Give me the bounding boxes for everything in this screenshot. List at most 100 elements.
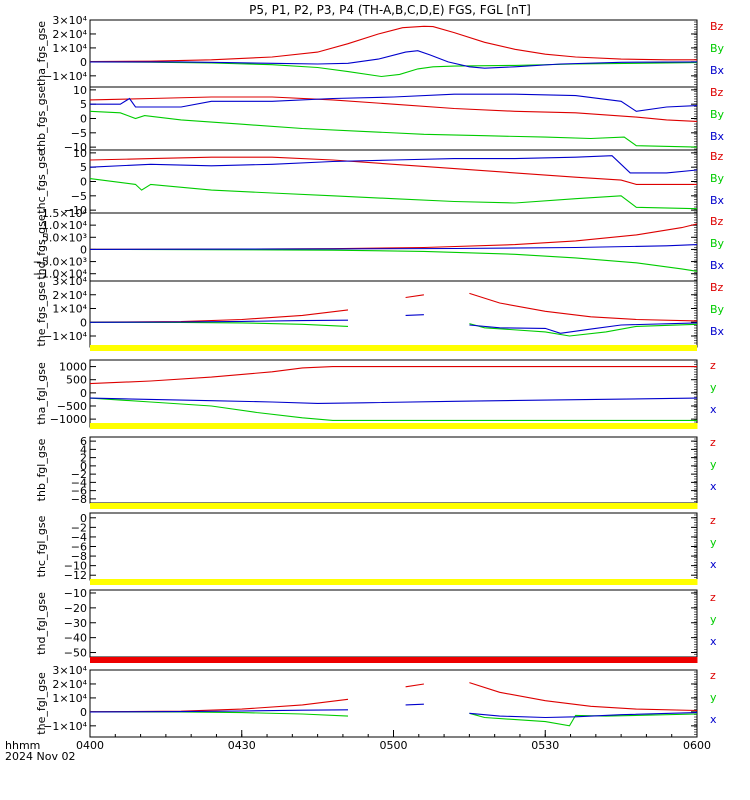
series-line-By xyxy=(89,178,698,210)
panel-thb_fgs_gse: 105 0−5−10 thb_fgs_gse Bz By Bx xyxy=(35,84,725,154)
legend-label-x: x xyxy=(710,403,717,416)
legend-label-x: x xyxy=(710,558,717,571)
legend-label-x: x xyxy=(710,480,717,493)
y-tick-label: 1.0×10⁴ xyxy=(42,219,88,232)
status-bar-fill xyxy=(90,657,697,663)
panel-thd_fgs_gse: 1.5×10⁴1.0×10⁴5.0×10³0−5.0×10³−1.0×10⁴th… xyxy=(33,207,725,282)
y-tick-label: 1000 xyxy=(59,361,87,374)
legend-label-z: z xyxy=(710,591,716,604)
x-tick-label: 0400 xyxy=(76,739,104,752)
series-line-By xyxy=(89,248,698,272)
panel-frame xyxy=(89,669,698,738)
y-tick-label: −6 xyxy=(71,485,87,498)
y-tick-label: −8 xyxy=(71,550,87,563)
y-tick-label: −1×10⁴ xyxy=(43,70,87,83)
footer-time-label: hhmm xyxy=(5,739,40,752)
series-line-Bx xyxy=(89,155,698,174)
y-tick-label: 4 xyxy=(80,443,87,456)
y-axis-label: thb_fgs_gse xyxy=(35,86,48,152)
y-tick-label: 2×10⁴ xyxy=(52,289,87,302)
status-bar-fill xyxy=(272,345,697,351)
series-line-By xyxy=(89,110,698,148)
status-bar-fill xyxy=(90,423,697,429)
y-tick-label: 1×10⁴ xyxy=(52,303,87,316)
legend-label-x: x xyxy=(710,635,717,648)
series-line-y xyxy=(89,397,697,421)
y-tick-label: −5.0×10³ xyxy=(33,256,87,269)
series-line-By xyxy=(89,61,698,78)
y-tick-label: −2 xyxy=(71,521,87,534)
y-tick-label: 5 xyxy=(80,161,87,174)
legend-label-Bx: Bx xyxy=(710,259,725,272)
y-tick-label: 1.5×10⁴ xyxy=(42,207,88,220)
legend-label-y: y xyxy=(710,381,717,394)
y-tick-label: 0 xyxy=(80,460,87,473)
panel-thd_fgl_gse: −10 −20 −30 −40 −50 thd_fgl_gse zyx xyxy=(35,579,717,660)
status-bar-fill xyxy=(90,579,697,585)
y-tick-label: −1.0×10⁴ xyxy=(33,268,88,281)
y-axis-label: thd_fgl_gse xyxy=(35,592,48,655)
series-line-Bz xyxy=(89,223,698,250)
series-line-z xyxy=(89,366,697,385)
y-tick-label: −8 xyxy=(71,493,87,506)
y-tick-label: −2 xyxy=(71,468,87,481)
y-tick-label: −50 xyxy=(64,647,87,660)
y-tick-label: −4 xyxy=(71,476,87,489)
y-axis-label: tha_fgs_gse xyxy=(35,21,48,86)
series-line-Bz xyxy=(89,292,698,323)
y-tick-label: −10 xyxy=(64,204,87,217)
time-axis: 0400 0430 0500 0530 0600 xyxy=(76,730,711,752)
y-tick-label: 500 xyxy=(66,374,87,387)
y-tick-label: 3×10⁴ xyxy=(52,14,87,27)
panel-thc_fgl_gse: 0−2−4−6−8−10−12 thc_fgl_gse zyx xyxy=(35,503,717,582)
x-tick-label: 0530 xyxy=(531,739,559,752)
y-tick-label: −10 xyxy=(64,141,87,154)
y-tick-label: 0 xyxy=(80,243,87,256)
y-tick-label: −6 xyxy=(71,541,87,554)
y-tick-label: −40 xyxy=(64,632,87,645)
plot-title: P5, P1, P2, P3, P4 (TH-A,B,C,D,E) FGS, F… xyxy=(249,3,531,17)
legend-label-By: By xyxy=(710,42,725,55)
y-tick-label: 1×10⁴ xyxy=(52,42,87,55)
panel-frame xyxy=(89,436,698,504)
series-line-x xyxy=(89,397,698,404)
legend-label-Bx: Bx xyxy=(710,64,725,77)
legend-label-By: By xyxy=(710,237,725,250)
y-tick-label: 2 xyxy=(80,452,87,465)
legend-label-y: y xyxy=(710,536,717,549)
y-tick-label: −1000 xyxy=(50,413,87,426)
y-tick-label: 6 xyxy=(80,435,87,448)
y-tick-label: −12 xyxy=(64,569,87,582)
y-tick-label: −1×10⁴ xyxy=(43,330,87,343)
y-tick-label: 10 xyxy=(73,84,87,97)
y-tick-label: 2×10⁴ xyxy=(52,28,87,41)
series-line-By xyxy=(89,321,698,337)
y-tick-label: −30 xyxy=(64,617,87,630)
legend-label-Bx: Bx xyxy=(710,325,725,338)
legend-label-z: z xyxy=(710,669,716,682)
series-line-z xyxy=(89,682,698,713)
y-axis-label: thc_fgs_gse xyxy=(35,149,48,214)
legend-label-Bx: Bx xyxy=(710,194,725,207)
y-tick-label: −5 xyxy=(71,127,87,140)
y-tick-label: 3×10⁴ xyxy=(52,664,87,677)
y-tick-label: 0 xyxy=(80,706,87,719)
x-tick-label: 0430 xyxy=(228,739,256,752)
y-tick-label: 10 xyxy=(73,147,87,160)
y-axis-label: thc_fgl_gse xyxy=(35,515,48,577)
series-line-Bx xyxy=(90,93,698,112)
y-tick-label: 0 xyxy=(80,176,87,189)
legend-label-Bz: Bz xyxy=(710,150,724,163)
panel-frame xyxy=(89,280,698,348)
y-tick-label: −500 xyxy=(57,400,87,413)
x-tick-label: 0500 xyxy=(380,739,408,752)
y-tick-label: 0 xyxy=(80,113,87,126)
series-line-Bx xyxy=(90,50,698,69)
y-axis-label: the_fgl_gse xyxy=(35,672,48,735)
legend-label-y: y xyxy=(710,458,717,471)
y-tick-label: −5 xyxy=(71,190,87,203)
panel-frame xyxy=(89,512,698,581)
